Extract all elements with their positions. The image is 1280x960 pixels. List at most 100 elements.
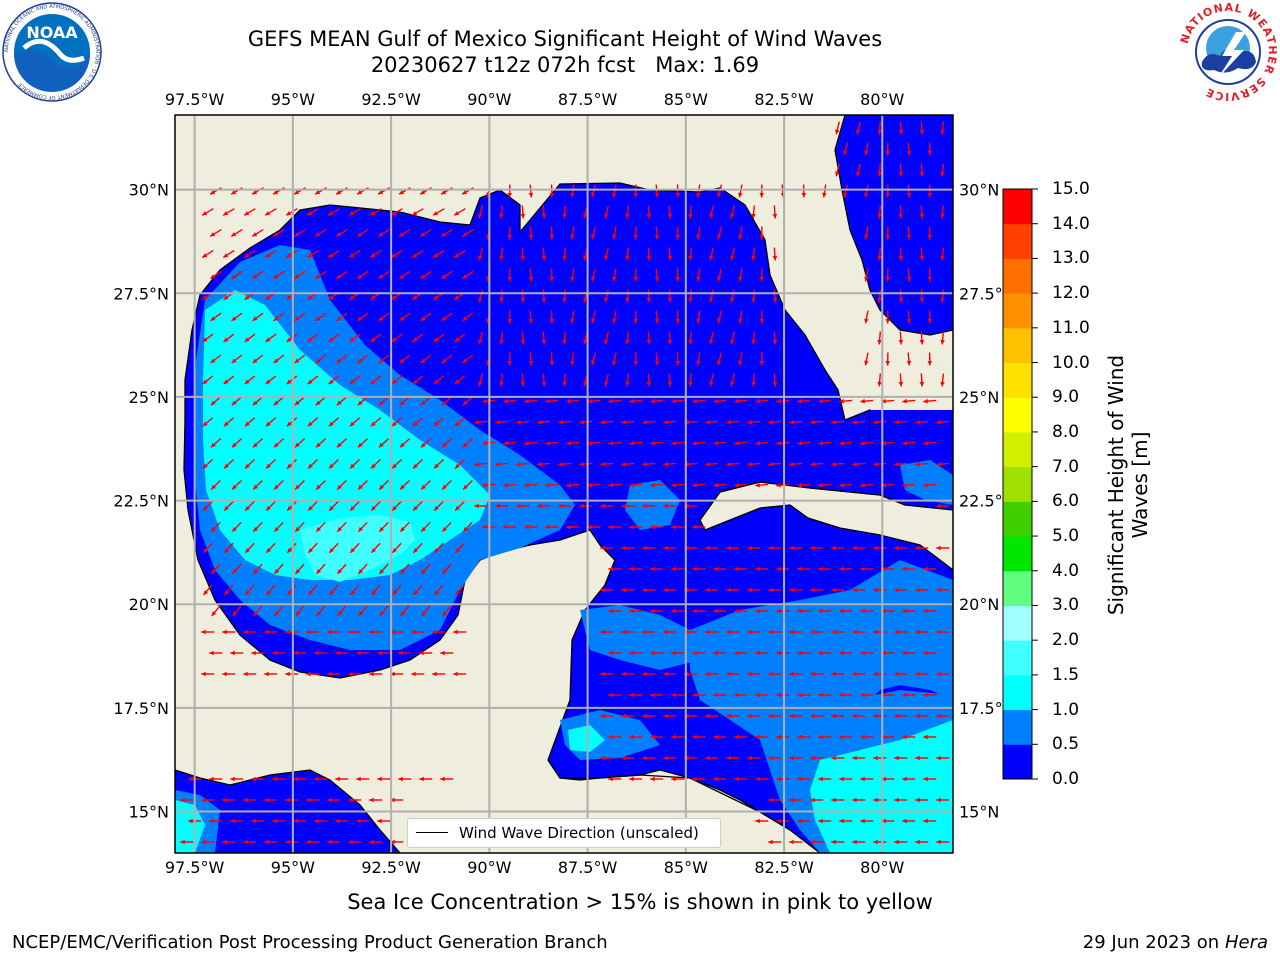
wave-arrowhead (629, 692, 634, 698)
wave-arrowhead (936, 629, 941, 635)
wave-arrowhead (244, 253, 250, 258)
wave-arrowhead (600, 671, 605, 677)
wave-arrowhead (274, 611, 280, 617)
lat-label-right: 20°N (959, 595, 999, 614)
colorbar-segment (1003, 640, 1032, 676)
wave-arrowhead (370, 337, 376, 342)
wave-arrowhead (759, 192, 764, 198)
wave-arrowhead (327, 797, 332, 803)
wave-arrowhead (379, 611, 385, 617)
wave-arrowhead (294, 274, 300, 279)
wave-arrowhead (440, 776, 445, 782)
wave-arrowhead (253, 611, 259, 617)
wave-arrowhead (902, 482, 907, 488)
wave-arrowhead (600, 503, 605, 509)
wave-arrowhead (797, 608, 802, 614)
wave-arrowhead (188, 818, 193, 824)
wave-arrowhead (856, 171, 861, 177)
lat-label-left: 20°N (129, 595, 169, 614)
wave-arrowhead (915, 797, 920, 803)
wave-arrowhead (231, 442, 237, 448)
wave-arrowhead (421, 526, 426, 532)
wave-arrowhead (455, 590, 461, 595)
wave-arrowhead (936, 839, 941, 845)
wave-arrowhead (562, 297, 567, 303)
wave-arrowhead (232, 484, 237, 490)
wave-arrowhead (692, 692, 697, 698)
wave-arrowhead (442, 569, 448, 574)
wave-arrowhead (541, 339, 547, 345)
wave-arrowhead (915, 839, 920, 845)
wave-arrowhead (591, 192, 596, 198)
wave-arrowhead (663, 755, 668, 761)
colorbar-segment (1003, 674, 1032, 711)
wave-arrowhead (919, 297, 925, 303)
wave-arrowhead (391, 337, 397, 342)
wave-arrowhead (797, 398, 802, 404)
wave-arrowhead (264, 629, 269, 635)
wave-arrowhead (734, 398, 739, 404)
wave-arrowhead (839, 650, 844, 656)
wave-arrowhead (421, 484, 426, 490)
wave-arrowhead (507, 192, 512, 198)
wave-arrowhead (852, 839, 857, 845)
wave-arrowhead (747, 587, 752, 593)
wave-arrowhead (413, 463, 418, 469)
wave-arrowhead (776, 818, 781, 824)
wave-arrowhead (541, 213, 547, 219)
wave-arrowhead (839, 776, 844, 782)
wave-arrowhead (768, 629, 773, 635)
wave-arrowhead (307, 421, 313, 427)
wave-arrowhead (923, 440, 928, 446)
wave-arrowhead (285, 797, 290, 803)
wave-arrowhead (936, 797, 941, 803)
wave-arrowhead (927, 193, 933, 198)
wave-arrowhead (202, 337, 208, 342)
colorbar-title: Significant Height of Wind Waves [m] (1104, 354, 1152, 616)
wave-arrowhead (730, 255, 735, 261)
wave-arrowhead (570, 276, 575, 282)
lat-label-right: 22.5°N (959, 492, 1015, 511)
wave-arrowhead (671, 524, 676, 530)
wave-arrowhead (294, 442, 300, 448)
wave-arrowhead (713, 440, 718, 446)
wave-arrowhead (348, 629, 353, 635)
wave-arrowhead (433, 295, 439, 300)
wave-arrowhead (245, 463, 250, 469)
wave-arrowhead (286, 337, 292, 342)
wave-arrowhead (755, 440, 760, 446)
wave-arrowhead (378, 442, 384, 448)
wave-arrowhead (818, 566, 823, 572)
wave-arrowhead (349, 421, 355, 427)
wave-arrowhead (738, 192, 743, 198)
wave-arrowhead (336, 442, 342, 448)
wave-arrowhead (328, 379, 334, 385)
wave-arrowhead (294, 400, 300, 406)
wave-arrowhead (625, 339, 630, 345)
wave-arrowhead (650, 440, 655, 446)
wave-arrowhead (898, 297, 904, 303)
wave-arrowhead (223, 337, 229, 342)
wave-arrowhead (224, 590, 230, 595)
wave-arrowhead (885, 235, 890, 240)
wave-arrowhead (562, 255, 567, 261)
wave-arrowhead (789, 419, 794, 425)
wave-arrowhead (671, 398, 676, 404)
wave-arrowhead (463, 484, 468, 490)
wave-arrowhead (356, 818, 361, 824)
wave-arrowhead (810, 629, 815, 635)
wave-arrowhead (253, 526, 258, 532)
wave-arrowhead (705, 587, 710, 593)
wave-arrowhead (433, 211, 439, 216)
wave-arrowhead (873, 755, 878, 761)
wave-arrowhead (726, 587, 731, 593)
wave-arrowhead (789, 839, 794, 845)
wave-arrowhead (244, 379, 250, 385)
wave-arrowhead (541, 255, 547, 261)
wave-arrowhead (738, 318, 743, 324)
wave-arrowhead (583, 381, 588, 387)
wave-arrowhead (499, 255, 504, 261)
wave-arrowhead (265, 253, 271, 258)
wave-arrowhead (663, 545, 668, 551)
wave-arrowhead (287, 505, 292, 511)
